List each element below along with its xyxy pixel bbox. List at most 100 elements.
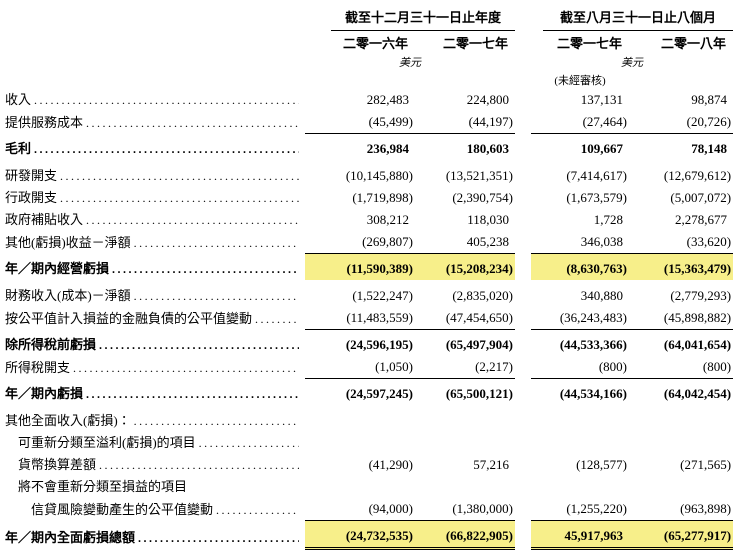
cell-fy2017: (47,454,650) [445,310,514,325]
row-label: 其他(虧損)收益－淨額 [5,234,131,250]
table-row: 提供服務成本 (45,499) (44,197) (27,464) (20,72… [5,111,733,134]
row-label-wrap: 行政開支 [5,190,299,206]
cell-fy2017 [415,405,515,432]
cell-fy2016: 282,483 [366,92,409,107]
row-label-cell: 所得稅開支 [5,356,305,379]
cell-fy2017: (66,822,905) [415,520,516,550]
cell-8m2018: (33,620) [686,234,732,249]
currency-row: 美元 美元 [5,52,733,71]
spacer-cell [5,31,305,52]
row-label: 信貸風險變動產生的公平值變動 [31,501,214,517]
group2-title: 截至八月三十一日止八個月 [543,6,733,31]
row-label: 收入 [5,92,32,107]
row-label-cell: 年／期內經營虧損 [5,254,305,281]
column-gap [515,187,531,209]
row-label-cell: 收入 [5,89,305,111]
spacer-cell [5,52,305,71]
row-label-wrap: 財務收入(成本)－淨額 [5,288,299,304]
spacer-cell [515,31,531,52]
column-gap [515,280,531,307]
col-header-fy2016: 二零一六年 [342,36,408,51]
cell-fy2016: (11,483,559) [346,310,413,325]
cell-8m2017: 109,667 [531,133,630,160]
cell-fy2016: 308,212 [366,212,409,227]
cell-8m2018: (963,898) [680,501,732,516]
cell-fy2016: (10,145,880) [345,168,413,183]
row-label: 貨幣換算差額 [18,457,97,472]
column-gap [515,330,531,357]
row-label-cell: 按公平值計入損益的金融負債的公平值變動 [5,307,305,330]
column-gap [515,521,531,549]
column-gap [515,432,531,454]
cell-fy2017: (2,217) [475,359,514,374]
row-label: 財務收入(成本)－淨額 [5,288,131,303]
row-label: 按公平值計入損益的金融負債的公平值變動 [5,310,253,326]
dot-leader [134,235,299,251]
row-label: 年／期內虧損 [5,386,84,401]
row-label-cell: 年／期內虧損 [5,379,305,406]
column-gap [515,160,531,187]
cell-8m2018 [629,476,733,498]
row-label-wrap: 所得稅開支 [5,360,299,376]
spacer-cell [305,71,415,89]
column-gap [515,356,531,379]
year-header-row: 二零一六年 二零一七年 二零一七年 二零一八年 [5,31,733,52]
column-gap [515,405,531,432]
cell-8m2017: 45,917,963 [531,520,630,550]
table-row: 收入 282,483 224,800 137,131 98,874 [5,89,733,111]
dot-leader [134,413,299,429]
audit-note-row: (未經審核) [5,71,733,89]
table-row: 按公平值計入損益的金融負債的公平值變動 (11,483,559) (47,454… [5,307,733,330]
dot-leader [216,502,299,518]
row-label: 其他全面收入(虧損)： [5,413,131,428]
cell-8m2018: (64,042,454) [629,378,733,405]
cell-8m2017: 137,131 [580,92,624,107]
group1-currency-label: 美元 [399,57,421,69]
row-label-cell: 貨幣換算差額 [5,454,305,476]
cell-8m2017: 340,880 [580,288,624,303]
cell-8m2017 [531,476,629,498]
row-label: 可重新分類至溢利(虧損)的項目 [18,435,196,450]
cell-fy2016: 236,984 [305,133,415,160]
cell-8m2018: (271,565) [680,457,732,472]
row-label-wrap: 收入 [5,92,299,108]
cell-fy2017: (65,497,904) [415,329,516,356]
cell-fy2017: (15,208,234) [415,253,516,280]
unaudited-note: (未經審核) [554,75,606,87]
cell-fy2016: (24,732,535) [305,520,415,550]
column-gap [515,231,531,254]
cell-8m2017: (44,534,166) [531,378,630,405]
cell-8m2018: (64,041,654) [629,329,733,356]
column-gap [515,498,531,521]
group1-header-cell: 截至十二月三十一日止年度 [305,6,516,31]
row-label-cell: 其他全面收入(虧損)： [5,405,305,432]
cell-fy2016: (269,807) [362,234,413,249]
row-label: 行政開支 [5,190,58,205]
dot-leader [60,168,299,184]
table-row: 所得稅開支 (1,050) (2,217) (800) (800) [5,356,733,379]
cell-8m2018: (45,898,882) [663,310,732,325]
table-row: 其他(虧損)收益－淨額 (269,807) 405,238 346,038 (3… [5,231,733,254]
cell-8m2017: (36,243,483) [559,310,628,325]
cell-fy2017: 224,800 [466,92,510,107]
cell-fy2016: (94,000) [368,501,413,516]
spacer-cell [5,71,305,89]
cell-fy2017: (2,835,020) [452,288,514,303]
row-label-wrap: 年／期內經營虧損 [5,261,299,277]
row-label-wrap: 除所得稅前虧損 [5,337,299,353]
cell-8m2017: 346,038 [580,234,624,249]
row-label-wrap: 政府補貼收入 [5,212,299,228]
row-label-wrap: 年／期內全面虧損總額 [5,530,299,546]
group-title-row: 截至十二月三十一日止年度 截至八月三十一日止八個月 [5,6,733,31]
cell-8m2018: (5,007,072) [670,190,732,205]
table-row: 年／期內經營虧損 (11,590,389) (15,208,234) (8,63… [5,253,733,281]
cell-8m2017 [531,405,629,432]
table-row: 研發開支 (10,145,880) (13,521,351) (7,414,61… [5,160,733,187]
table-row: 貨幣換算差額 (41,290) 57,216 (128,577) (271,56… [5,454,733,476]
row-label-cell: 財務收入(成本)－淨額 [5,280,305,307]
row-label-wrap: 提供服務成本 [5,115,299,131]
cell-fy2016: (41,290) [368,457,413,472]
dot-leader [199,435,299,451]
dot-leader [86,386,299,402]
cell-fy2016: (1,522,247) [352,288,413,303]
